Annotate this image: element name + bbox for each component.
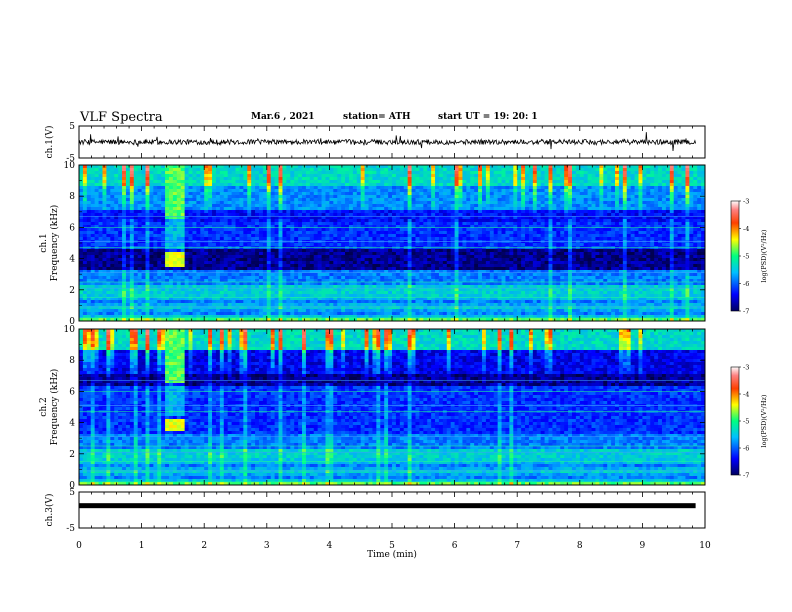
x-tick-label: 4 (327, 541, 333, 551)
x-axis-label: Time (min) (367, 549, 417, 560)
waveform-ch1-trace (78, 132, 696, 152)
y-tick-label: -5 (66, 524, 75, 534)
x-tick-label: 8 (577, 541, 583, 551)
colorbar-ch2 (730, 366, 740, 476)
x-tick-label: 0 (76, 541, 82, 551)
x-tick-label: 10 (699, 541, 711, 551)
colorbar-tick-label: -4 (743, 391, 749, 399)
y-tick-label: 2 (69, 286, 75, 296)
y-tick-label: -5 (66, 154, 75, 164)
ylabel-ch1: ch.1(V) (44, 126, 55, 159)
colorbar-tick-label: -6 (743, 445, 749, 453)
colorbar-tick-label: -7 (743, 472, 749, 480)
colorbar-ch2-label: log(PSD)(V²/Hz) (760, 394, 768, 447)
ylabel-ch1-channel: ch.1 (39, 233, 49, 252)
station-label: station= ATH (343, 112, 411, 122)
x-tick-label: 7 (514, 541, 520, 551)
start-time-label: start UT = 19: 20: 1 (438, 112, 538, 122)
colorbar-tick-label: -6 (743, 280, 749, 288)
y-tick-label: 10 (64, 325, 76, 335)
colorbar-tick-label: -7 (743, 308, 749, 316)
ylabel-ch2-frequency: Frequency (kHz) (49, 369, 60, 446)
y-tick-label: 4 (69, 419, 75, 429)
colorbar-ch1-label: log(PSD)(V²/Hz) (760, 229, 768, 282)
colorbar-tick-label: -5 (743, 253, 749, 261)
spectrogram-ch2-image (79, 329, 706, 486)
y-tick-label: 6 (69, 387, 75, 397)
y-tick-label: 0 (69, 481, 75, 491)
ylabel-ch1-frequency: Frequency (kHz) (49, 205, 60, 282)
ylabel-ch2-channel: ch.2 (39, 397, 49, 416)
y-tick-label: 4 (69, 255, 75, 265)
colorbar-tick-label: -4 (743, 225, 749, 233)
y-tick-label: 2 (69, 450, 75, 460)
waveform-ch3-band (79, 503, 696, 509)
y-tick-label: 8 (69, 192, 75, 202)
x-tick-label: 2 (201, 541, 207, 551)
x-tick-label: 6 (452, 541, 458, 551)
panel-3-frame (78, 491, 706, 529)
waveform-ch3-trace (79, 503, 696, 509)
y-tick-label: 6 (69, 223, 75, 233)
colorbar-ch1 (730, 200, 740, 312)
x-tick-label: 3 (264, 541, 270, 551)
x-tick-label: 9 (640, 541, 646, 551)
ylabel-ch3: ch.3(V) (44, 494, 55, 527)
x-tick-label: 5 (389, 541, 395, 551)
y-tick-label: 5 (69, 488, 75, 498)
y-tick-label: 0 (69, 317, 75, 327)
figure-title: VLF Spectra (80, 110, 163, 125)
x-tick-label: 1 (139, 541, 145, 551)
y-tick-label: 10 (64, 161, 76, 171)
y-tick-label: 8 (69, 356, 75, 366)
colorbar-tick-label: -3 (743, 364, 749, 372)
spectrogram-ch1-image (79, 165, 706, 322)
date-label: Mar.6 , 2021 (251, 112, 315, 122)
waveform-ch1-line (78, 132, 696, 152)
y-tick-label: 5 (69, 122, 75, 132)
colorbar-tick-label: -5 (743, 418, 749, 426)
colorbar-tick-label: -3 (743, 198, 749, 206)
